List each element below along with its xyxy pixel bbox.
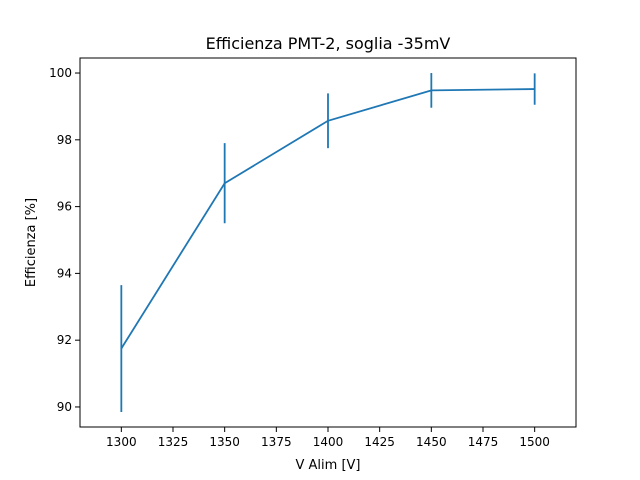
y-axis-label: Efficienza [%] — [24, 198, 39, 287]
data-point — [120, 347, 123, 350]
plot-area — [120, 73, 536, 412]
x-tick-label: 1400 — [313, 435, 344, 449]
x-tick-label: 1450 — [416, 435, 447, 449]
chart-title: Efficienza PMT-2, soglia -35mV — [206, 34, 451, 53]
y-tick-label: 90 — [57, 400, 72, 414]
x-axis-label: V Alim [V] — [296, 458, 361, 473]
x-tick-label: 1375 — [261, 435, 292, 449]
data-point — [327, 119, 329, 122]
x-tick-label: 1300 — [106, 435, 137, 449]
y-tick-label: 98 — [57, 133, 72, 147]
data-point — [223, 182, 226, 185]
data-point — [533, 88, 536, 90]
x-tick-label: 1350 — [209, 435, 240, 449]
x-tick-label: 1425 — [364, 435, 395, 449]
x-tick-label: 1325 — [158, 435, 189, 449]
y-tick-label: 96 — [57, 200, 72, 214]
y-tick-label: 92 — [57, 333, 72, 347]
x-tick-label: 1500 — [519, 435, 550, 449]
data-point — [430, 89, 433, 92]
y-tick-label: 100 — [49, 66, 72, 80]
x-tick-label: 1475 — [468, 435, 499, 449]
y-tick-label: 94 — [57, 266, 72, 280]
